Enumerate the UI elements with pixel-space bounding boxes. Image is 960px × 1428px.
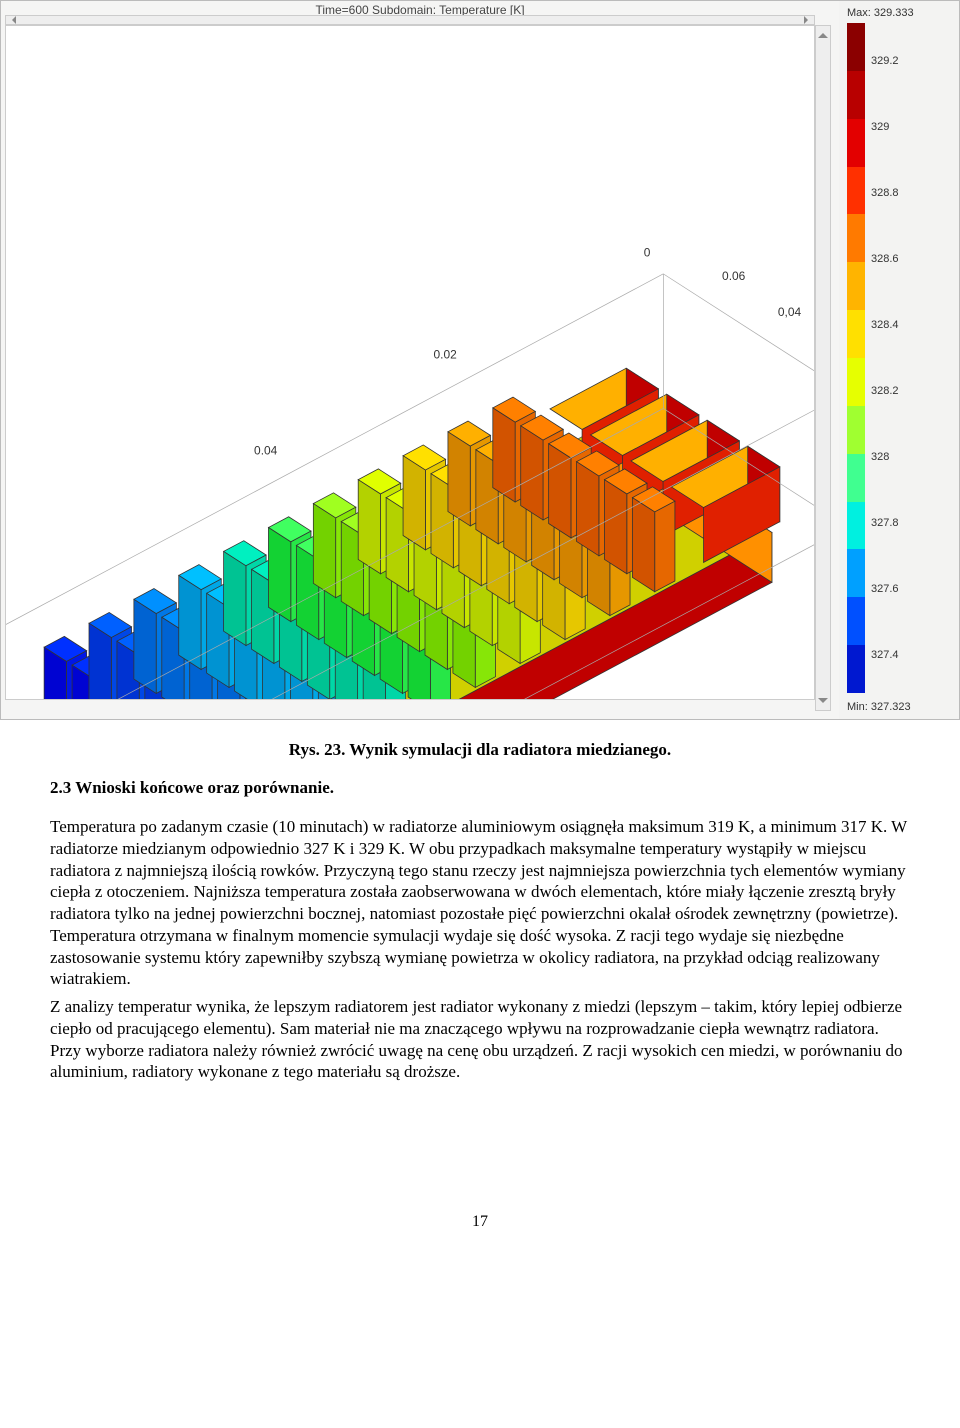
svg-text:0.06: 0.06 xyxy=(722,269,746,283)
legend-color-segment xyxy=(847,310,865,358)
legend-tick: 329.2 xyxy=(871,55,899,67)
vertical-scrollbar[interactable] xyxy=(815,25,831,711)
legend-color-segment xyxy=(847,71,865,119)
legend-color-segment xyxy=(847,502,865,550)
legend-color-segment xyxy=(847,406,865,454)
legend-min-label: Min: 327.323 xyxy=(839,701,959,713)
page-number: 17 xyxy=(0,1213,960,1231)
legend-color-segment xyxy=(847,23,865,71)
figure-caption: Rys. 23. Wynik symulacji dla radiatora m… xyxy=(0,740,960,760)
legend-tick: 328.6 xyxy=(871,253,899,265)
legend-tick: 328.2 xyxy=(871,385,899,397)
svg-text:0: 0 xyxy=(644,245,651,259)
legend-color-bar xyxy=(847,23,865,693)
legend-color-segment xyxy=(847,454,865,502)
legend-max-label: Max: 329.333 xyxy=(839,7,959,19)
legend-color-segment xyxy=(847,119,865,167)
legend-tick-labels: 329.2 329 328.8 328.6 328.4 328.2 328 327.8 327.… xyxy=(865,23,899,693)
section-heading: 2.3 Wnioski końcowe oraz porównanie. xyxy=(50,778,910,798)
legend-tick: 328.8 xyxy=(871,187,899,199)
legend-color-segment xyxy=(847,167,865,215)
legend-tick: 327.6 xyxy=(871,583,899,595)
legend-color-segment xyxy=(847,262,865,310)
simulation-figure: Time=600 Subdomain: Temperature [K] 00.0… xyxy=(0,0,960,720)
legend-tick: 327.4 xyxy=(871,649,899,661)
legend-tick: 328.4 xyxy=(871,319,899,331)
legend-color-segment xyxy=(847,358,865,406)
svg-text:0,04: 0,04 xyxy=(778,305,802,319)
legend-color-segment xyxy=(847,549,865,597)
svg-text:0.04: 0.04 xyxy=(254,443,278,457)
paragraph-2: Z analizy temperatur wynika, że lepszym … xyxy=(50,996,910,1083)
legend-tick: 329 xyxy=(871,121,899,133)
plot-viewport: 00.020.040.060,040.020.010.0050 xyxy=(5,25,815,700)
svg-text:0.02: 0.02 xyxy=(434,348,458,362)
legend-color-segment xyxy=(847,645,865,693)
legend-color-segment xyxy=(847,214,865,262)
horizontal-scrollbar[interactable] xyxy=(5,15,815,25)
legend-tick: 327.8 xyxy=(871,517,899,529)
legend-tick: 328 xyxy=(871,451,899,463)
paragraph-1: Temperatura po zadanym czasie (10 minuta… xyxy=(50,816,910,990)
color-legend: Max: 329.333 329.2 329 328.8 328.6 328.4 328.… xyxy=(839,1,959,719)
radiator-plot: 00.020.040.060,040.020.010.0050 xyxy=(6,26,814,699)
legend-color-segment xyxy=(847,597,865,645)
